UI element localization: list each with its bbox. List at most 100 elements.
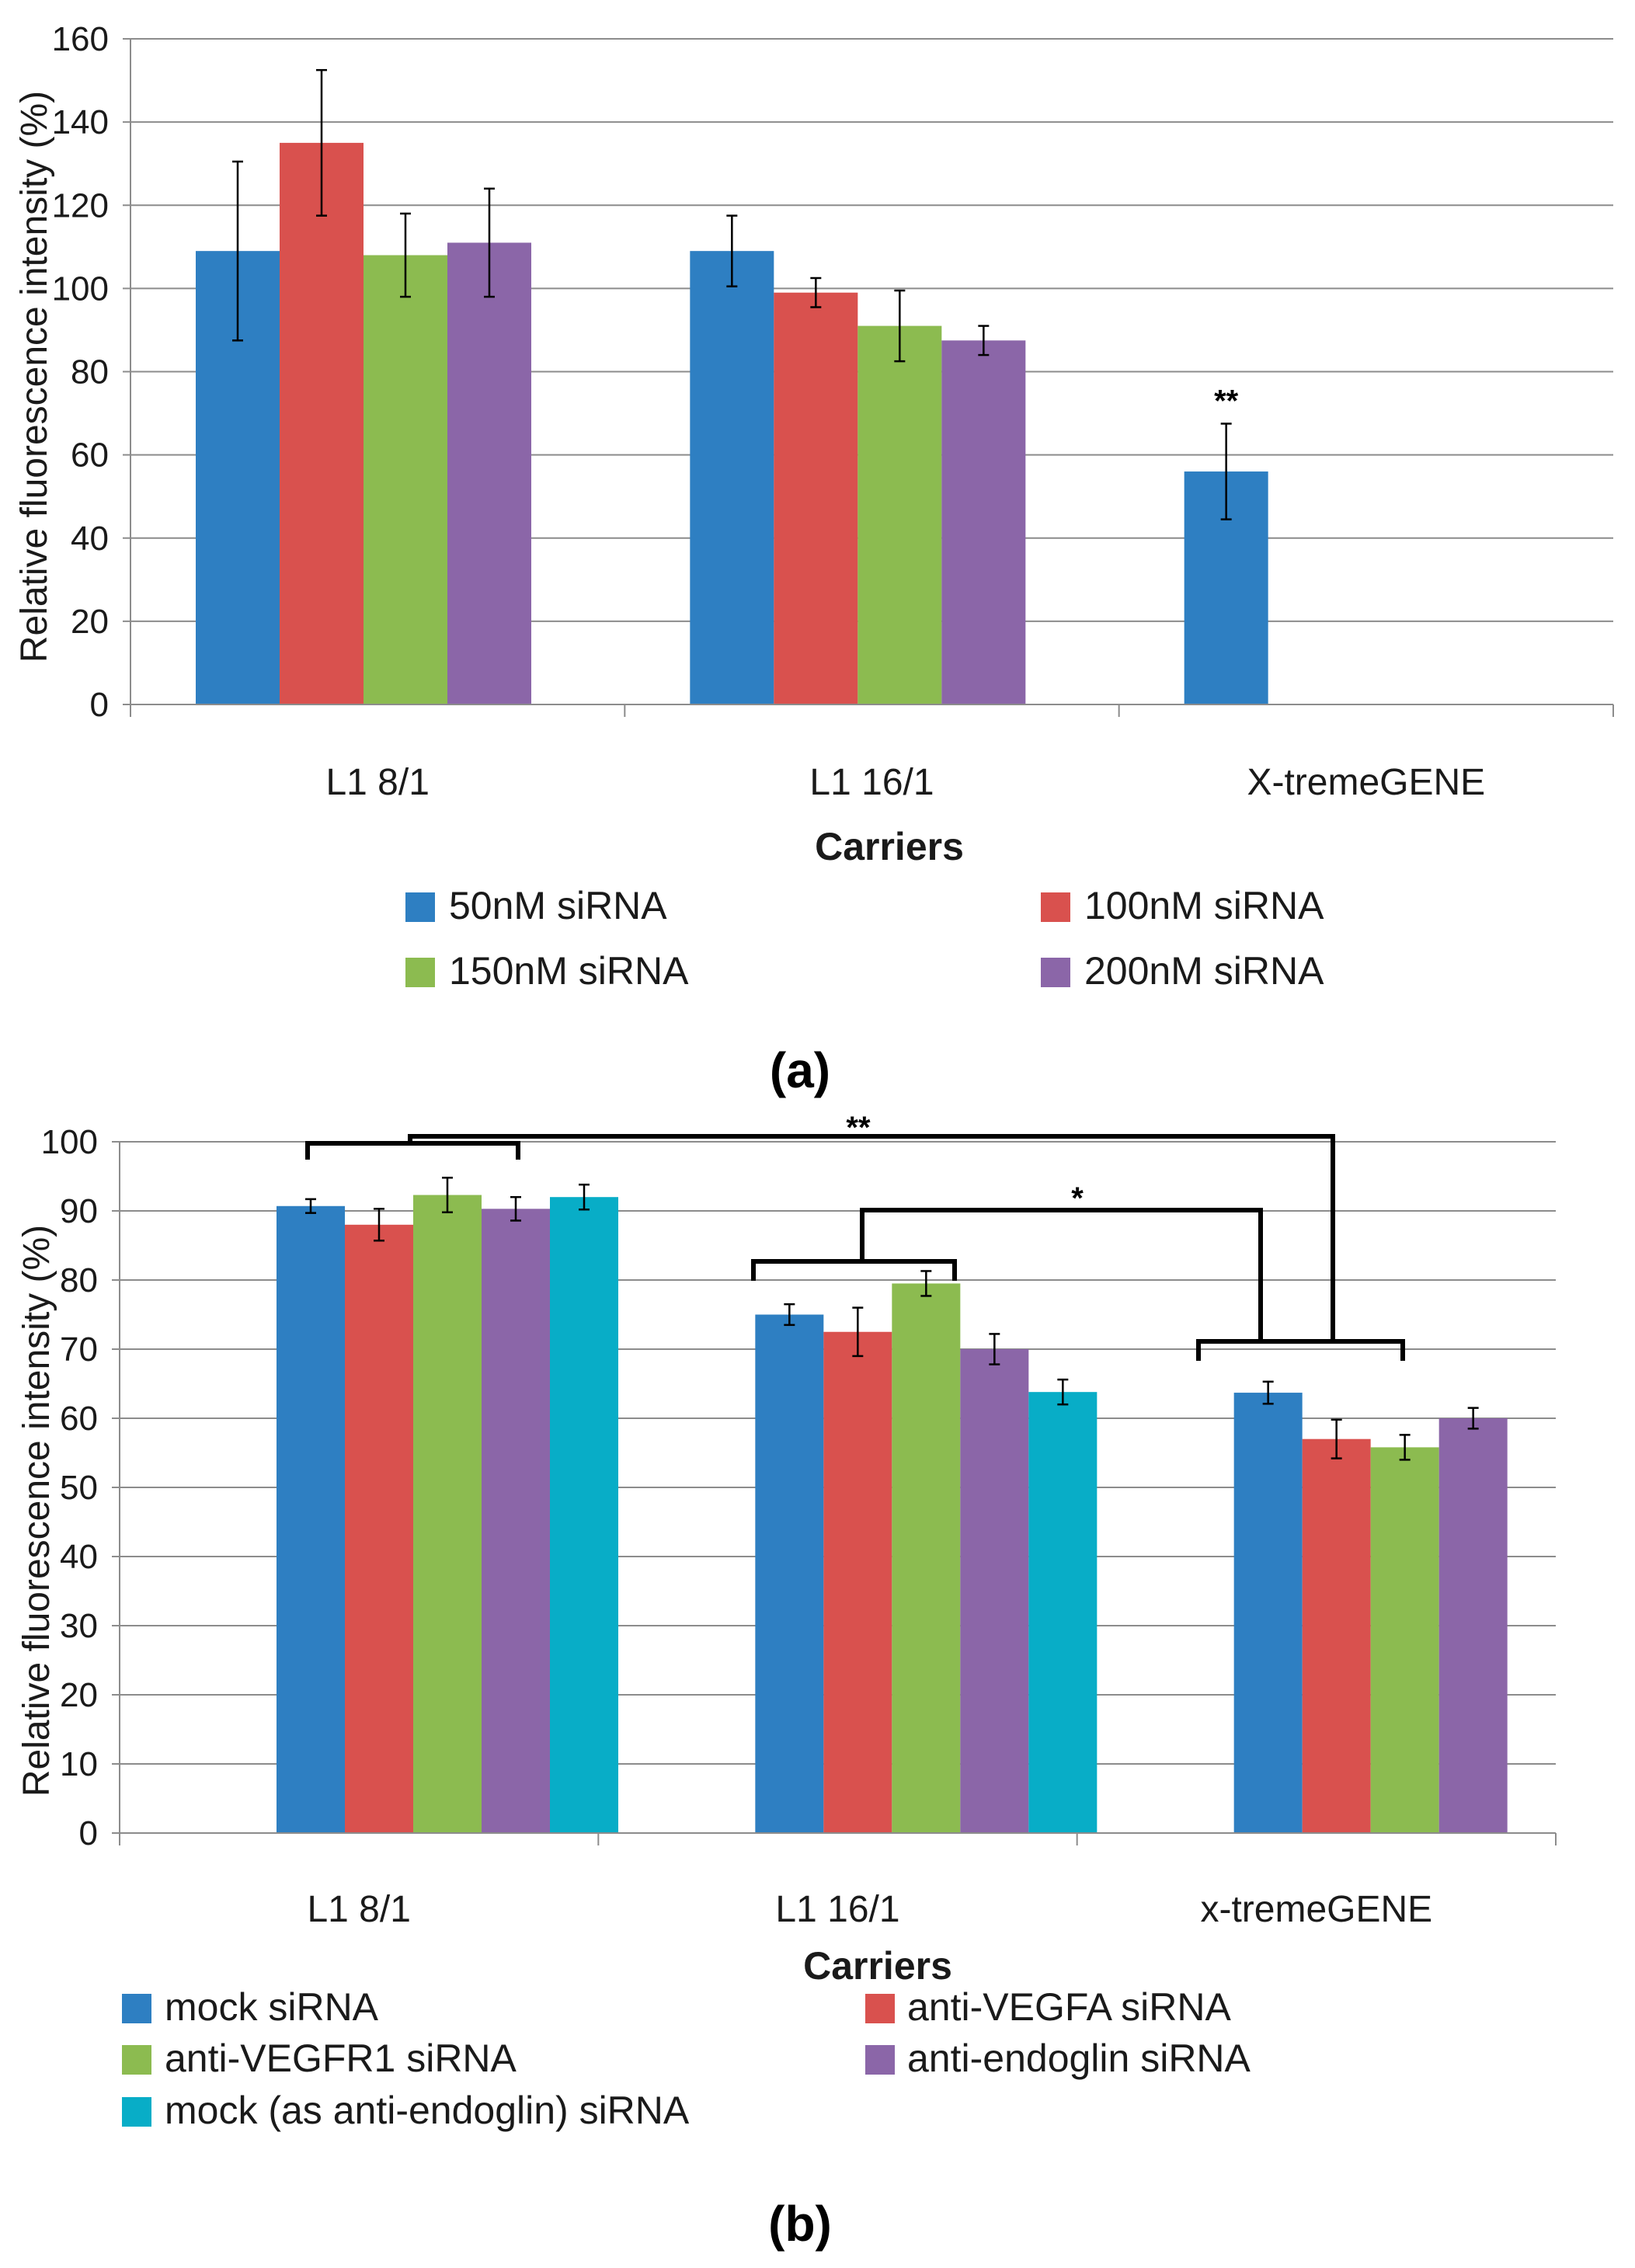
b-legend-label-mock-as-anti-endoglin: mock (as anti-endoglin) siRNA — [165, 2089, 690, 2132]
b-axes — [112, 1141, 1557, 1845]
a-legend-label-50nm: 50nM siRNA — [449, 884, 667, 927]
a-legend-swatch-100nm — [1041, 892, 1070, 922]
a-y-tick-60: 60 — [71, 437, 109, 475]
b-bracket-link-double-star — [408, 1134, 1335, 1341]
b-bars — [277, 1195, 1508, 1833]
a-y-tick-labels: 0 20 40 60 80 100 120 140 160 — [52, 20, 109, 724]
b-y-tick-90: 90 — [60, 1192, 98, 1230]
a-legend-label-100nm: 100nM siRNA — [1084, 884, 1324, 927]
b-x-tick-x-tremegene: x-tremeGENE — [1200, 1889, 1432, 1930]
b-bracket-link-single-star — [860, 1208, 1263, 1341]
b-legend-swatch-mock — [122, 1994, 151, 2023]
a-y-tick-160: 160 — [52, 20, 109, 58]
b-legend-swatch-anti-vegfr1 — [122, 2045, 151, 2075]
b-y-tick-80: 80 — [60, 1261, 98, 1299]
chart-a: 0 20 40 60 80 100 120 140 160 L1 8/1 L1 16/1 X-tre… — [14, 20, 1614, 1098]
a-annotation-0: ** — [1214, 384, 1239, 418]
a-error-bar-l1-8-1-200nm-sirna — [484, 187, 495, 298]
b-error-bars — [305, 1177, 1479, 1461]
a-error-bar-l1-16-1-50nm-sirna — [726, 214, 738, 287]
b-bracket-l1-16-1 — [751, 1259, 957, 1281]
b-x-tick-l1-16-1: L1 16/1 — [775, 1889, 899, 1930]
b-legend-label-anti-vegfr1: anti-VEGFR1 siRNA — [165, 2037, 517, 2080]
b-bar-l1-16-1-anti-endoglin-sirna — [960, 1349, 1029, 1833]
b-error-bar-x-tremegene-anti-vegfr1-sirna — [1399, 1434, 1411, 1461]
a-y-tick-80: 80 — [71, 353, 109, 391]
b-x-tick-labels: L1 8/1 L1 16/1 x-tremeGENE — [307, 1889, 1432, 1930]
a-y-tick-140: 140 — [52, 103, 109, 141]
b-y-tick-20: 20 — [60, 1676, 98, 1714]
b-legend-label-anti-endoglin: anti-endoglin siRNA — [907, 2037, 1251, 2080]
a-axes — [123, 38, 1614, 717]
b-error-bar-x-tremegene-mock-sirna — [1262, 1380, 1274, 1405]
a-x-tick-l1-8-1: L1 8/1 — [325, 762, 429, 803]
b-legend-swatch-mock-as-anti-endoglin — [122, 2097, 151, 2127]
b-y-tick-70: 70 — [60, 1331, 98, 1369]
b-error-bar-x-tremegene-anti-vegfa-sirna — [1331, 1418, 1342, 1459]
b-error-bar-l1-8-1-mock-sirna — [305, 1198, 316, 1214]
b-significance-brackets — [305, 1134, 1405, 1361]
a-error-bar-l1-16-1-200nm-sirna — [978, 325, 990, 357]
a-error-bar-l1-8-1-150nm-sirna — [400, 212, 411, 298]
b-legend-label-anti-vegfa: anti-VEGFA siRNA — [907, 1985, 1231, 2029]
b-x-axis-label: Carriers — [803, 1944, 952, 1988]
b-bar-l1-8-1-anti-vegfr1-sirna — [413, 1195, 482, 1833]
b-bar-l1-16-1-mock-as-anti-endoglin-sirna — [1028, 1392, 1098, 1833]
b-error-bar-l1-8-1-mock-as-anti-endoglin-sirna — [579, 1183, 590, 1211]
a-x-tick-labels: L1 8/1 L1 16/1 X-tremeGENE — [325, 762, 1485, 803]
a-error-bars — [232, 68, 1232, 520]
b-error-bar-l1-16-1-anti-vegfa-sirna — [852, 1306, 864, 1358]
a-bar-l1-16-1-200nm-sirna — [941, 340, 1026, 704]
a-panel-label: (a) — [770, 1042, 830, 1098]
a-bar-l1-16-1-150nm-sirna — [858, 325, 942, 704]
b-bracket-x-tremegene — [1196, 1339, 1405, 1361]
a-x-tick-x-tremegene: X-tremeGENE — [1247, 762, 1485, 803]
b-y-tick-40: 40 — [60, 1538, 98, 1576]
a-error-bar-l1-16-1-100nm-sirna — [810, 277, 822, 308]
b-bar-x-tremegene-anti-endoglin-sirna — [1438, 1418, 1508, 1833]
b-y-tick-50: 50 — [60, 1469, 98, 1507]
a-error-bar-l1-16-1-150nm-sirna — [894, 289, 906, 363]
b-error-bar-l1-16-1-mock-as-anti-endoglin-sirna — [1057, 1378, 1069, 1406]
b-error-bar-l1-8-1-anti-vegfa-sirna — [374, 1208, 384, 1242]
b-error-bar-l1-8-1-anti-endoglin-sirna — [510, 1195, 521, 1222]
a-bar-l1-16-1-50nm-sirna — [690, 251, 774, 704]
b-bar-l1-16-1-anti-vegfa-sirna — [823, 1331, 892, 1833]
a-legend-swatch-200nm — [1041, 958, 1070, 987]
b-error-bar-l1-16-1-mock-sirna — [784, 1303, 795, 1327]
b-significance-double-star: ** — [846, 1111, 871, 1145]
a-annotations: ** — [1214, 384, 1239, 418]
chart-b: 0 10 20 30 40 50 60 70 80 90 100 L1 8/1 L1 16/1 x-tr… — [16, 1111, 1557, 2252]
a-error-bar-x-tremegene-50nm-sirna — [1220, 423, 1232, 520]
b-bar-x-tremegene-mock-sirna — [1233, 1393, 1303, 1833]
a-bar-l1-8-1-100nm-sirna — [280, 142, 364, 704]
a-x-tick-l1-16-1: L1 16/1 — [809, 762, 934, 803]
b-y-tick-0: 0 — [79, 1814, 98, 1852]
b-panel-label: (b) — [768, 2196, 832, 2252]
b-error-bar-l1-8-1-anti-vegfr1-sirna — [442, 1177, 453, 1214]
b-significance-single-star: * — [1071, 1181, 1084, 1216]
b-bar-l1-8-1-anti-endoglin-sirna — [482, 1209, 550, 1833]
b-bar-l1-16-1-anti-vegfr1-sirna — [892, 1283, 961, 1833]
b-x-tick-l1-8-1: L1 8/1 — [307, 1889, 410, 1930]
b-error-bar-l1-16-1-anti-vegfr1-sirna — [920, 1270, 932, 1297]
a-legend: 50nM siRNA 100nM siRNA 150nM siRNA 200nM… — [405, 884, 1324, 993]
b-bar-l1-8-1-mock-as-anti-endoglin-sirna — [550, 1197, 618, 1833]
a-y-tick-20: 20 — [71, 603, 109, 641]
a-y-tick-0: 0 — [90, 686, 109, 724]
b-y-tick-30: 30 — [60, 1607, 98, 1645]
b-bar-x-tremegene-anti-vegfr1-sirna — [1370, 1447, 1439, 1833]
b-y-tick-60: 60 — [60, 1400, 98, 1438]
b-bar-l1-8-1-mock-sirna — [277, 1205, 345, 1833]
b-y-axis-label: Relative fluorescence intensity (%) — [16, 1225, 57, 1797]
a-y-tick-40: 40 — [71, 520, 109, 558]
b-y-tick-labels: 0 10 20 30 40 50 60 70 80 90 100 — [41, 1123, 98, 1852]
a-y-tick-120: 120 — [52, 186, 109, 224]
b-error-bar-x-tremegene-anti-endoglin-sirna — [1467, 1407, 1479, 1430]
b-bracket-l1-8-1 — [305, 1141, 520, 1160]
a-error-bar-l1-8-1-50nm-sirna — [232, 160, 243, 342]
a-bar-l1-8-1-200nm-sirna — [447, 242, 531, 704]
b-bar-l1-16-1-mock-sirna — [755, 1314, 824, 1833]
a-bar-l1-8-1-150nm-sirna — [364, 255, 447, 704]
